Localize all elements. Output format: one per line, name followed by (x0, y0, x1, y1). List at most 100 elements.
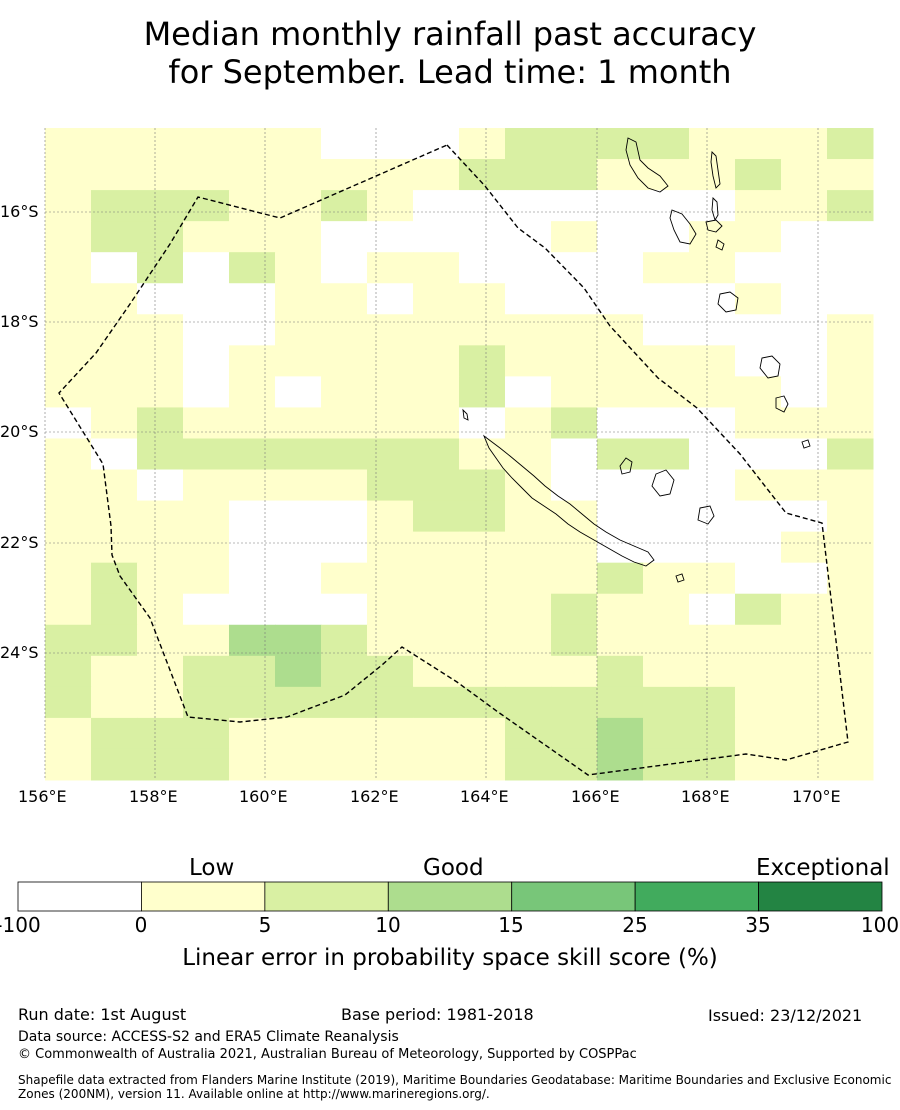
grid-cell (321, 252, 368, 284)
grid-cell (689, 252, 736, 284)
island-efate (717, 291, 739, 313)
grid-cell (321, 531, 368, 564)
colorbar-tick-100: 100 (860, 913, 900, 937)
new-caledonia-coastline (482, 434, 655, 567)
grid-cell (827, 469, 874, 502)
grid-cell (551, 593, 598, 626)
grid-cell (735, 128, 782, 160)
grid-cell (689, 345, 736, 377)
grid-cell (643, 469, 690, 502)
grid-cell (275, 283, 322, 315)
grid-cell (597, 686, 644, 719)
grid-cell (367, 159, 414, 191)
grid-cell (229, 407, 276, 439)
grid-cell (275, 686, 322, 719)
grid-cell (413, 593, 460, 626)
grid-cell (229, 655, 276, 688)
grid-cell (91, 624, 138, 657)
grid-cell (505, 686, 552, 719)
grid-cell (413, 531, 460, 564)
grid-cell (275, 438, 322, 471)
grid-cell (45, 562, 92, 595)
island-epi (715, 239, 725, 251)
grid-cell (597, 717, 644, 750)
grid-cell (45, 376, 92, 408)
grid-cell (551, 283, 598, 315)
colorbar-tick-35: 35 (745, 913, 771, 937)
run-date: Run date: 1st August (18, 1005, 187, 1024)
lon-label-160e: 160°E (239, 787, 288, 806)
grid-cell (91, 717, 138, 750)
grid-cell (781, 500, 828, 533)
grid-cell (827, 283, 874, 315)
grid-cell (91, 438, 138, 471)
grid-cell (597, 655, 644, 688)
grid-cell (91, 407, 138, 439)
grid-cell (367, 655, 414, 688)
grid-cell (413, 438, 460, 471)
grid-cell (505, 655, 552, 688)
grid-cell (367, 438, 414, 471)
grid-cell (45, 252, 92, 284)
lon-label-168e: 168°E (681, 787, 730, 806)
colorbar-category-good: Good (423, 855, 484, 881)
grid-cell (45, 283, 92, 315)
colorbar-segment (141, 881, 266, 912)
grid-cell (183, 469, 230, 502)
grid-cell (505, 159, 552, 191)
grid-cell (643, 190, 690, 222)
grid-cell (45, 221, 92, 253)
grid-cell (827, 531, 874, 564)
grid-cell (367, 686, 414, 719)
grid-cell (459, 252, 506, 284)
grid-cell (597, 407, 644, 439)
grid-cell (827, 345, 874, 377)
grid-cell (45, 500, 92, 533)
grid-cell (459, 314, 506, 346)
grid-cell (781, 469, 828, 502)
grid-cell (275, 128, 322, 160)
grid-cell (597, 748, 644, 781)
lon-label-158e: 158°E (129, 787, 178, 806)
grid-cell (643, 500, 690, 533)
grid-cell (275, 593, 322, 626)
colorbar-segment (264, 881, 389, 912)
grid-cell (367, 221, 414, 253)
eez-boundary (58, 144, 849, 776)
grid-cell (781, 221, 828, 253)
colorbar-category-exceptional: Exceptional (756, 855, 890, 881)
island-belep (462, 408, 469, 421)
grid-cell (229, 345, 276, 377)
grid-cell (735, 345, 782, 377)
grid-cell (137, 314, 184, 346)
grid-cell (91, 283, 138, 315)
grid-cell (183, 283, 230, 315)
island-isle-of-pines (675, 573, 685, 583)
grid-cell (229, 252, 276, 284)
grid-cell (827, 190, 874, 222)
grid-cell (505, 624, 552, 657)
grid-cell (597, 376, 644, 408)
grid-cell (551, 345, 598, 377)
grid-cell (183, 748, 230, 781)
grid-cell (137, 283, 184, 315)
grid-cell (781, 717, 828, 750)
grid-cell (689, 128, 736, 160)
grid-cell (551, 252, 598, 284)
grid-cell (827, 562, 874, 595)
grid-cell (91, 159, 138, 191)
grid-cell (229, 531, 276, 564)
eez-boundary-line (58, 144, 849, 776)
grid-cell (183, 531, 230, 564)
colorbar (17, 881, 883, 912)
grid-cell (367, 345, 414, 377)
grid-cell (91, 128, 138, 160)
grid-cell (413, 376, 460, 408)
grid-cell (735, 562, 782, 595)
lon-label-170e: 170°E (792, 787, 841, 806)
grid-cell (459, 407, 506, 439)
grid-cell (137, 128, 184, 160)
grid-cell (275, 624, 322, 657)
grid-cell (459, 376, 506, 408)
grid-cell (321, 376, 368, 408)
